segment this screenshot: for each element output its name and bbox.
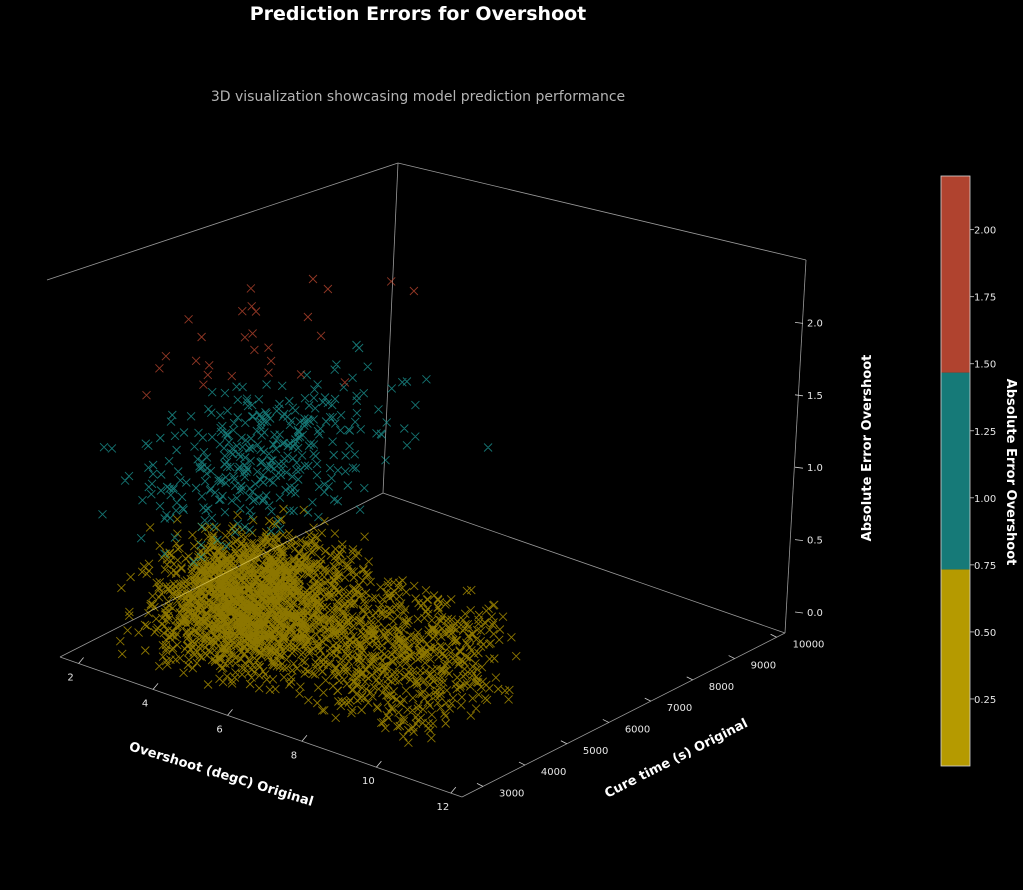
x-tick-label: 8 xyxy=(291,750,297,761)
colorbar-tick-label: 2.00 xyxy=(974,226,996,237)
x-tick-mark xyxy=(152,683,159,690)
y-tick-label: 10000 xyxy=(793,639,825,650)
colorbar-bin-2 xyxy=(941,176,970,373)
x-axis-label: Overshoot (degC) Original xyxy=(127,739,315,809)
y-tick-mark xyxy=(602,719,609,723)
y-tick-label: 6000 xyxy=(625,724,650,735)
y-tick-mark xyxy=(560,740,568,745)
y-tick-mark xyxy=(728,655,735,659)
y-tick-label: 7000 xyxy=(667,703,692,714)
marker-set-medium-error xyxy=(98,340,493,567)
x-tick-label: 10 xyxy=(362,776,375,787)
colorbar-bin-1 xyxy=(941,372,970,570)
colorbar-tick-label: 1.00 xyxy=(974,494,996,505)
colorbar-tick-label: 0.25 xyxy=(974,695,996,706)
x-tick-mark xyxy=(450,786,457,794)
colorbar-frame xyxy=(940,175,971,767)
y-tick-label: 4000 xyxy=(541,767,566,778)
z-tick-mark xyxy=(794,611,804,614)
marker-set-low-error-core xyxy=(115,504,521,748)
y-tick-label: 3000 xyxy=(499,788,524,799)
x-tick-label: 4 xyxy=(142,698,148,709)
series-high-error xyxy=(142,274,419,400)
x-tick-mark xyxy=(301,735,308,742)
z-tick-label: 2.0 xyxy=(807,318,823,329)
pane-edge-5 xyxy=(784,259,807,634)
colorbar: 0.25 0.50 0.75 1.00 1.25 1.50 1.75 2.00 xyxy=(940,175,996,767)
z-tick-mark xyxy=(794,394,804,397)
scatter-points xyxy=(98,274,521,748)
z-tick-mark xyxy=(794,466,804,469)
axes-ticks: 2 4 6 8 10 12 3000 4000 5000 6000 7000 8000 9000 1000… xyxy=(67,318,824,813)
x-tick-mark xyxy=(227,709,233,716)
y-tick-mark xyxy=(644,697,651,702)
z-tick-label: 0.0 xyxy=(807,608,823,619)
y-tick-mark xyxy=(476,782,484,787)
z-tick-mark xyxy=(794,322,804,324)
y-tick-label: 9000 xyxy=(751,661,776,672)
pane-edge-0 xyxy=(59,492,384,658)
z-tick-mark xyxy=(794,539,804,541)
marker-set-high-error xyxy=(142,274,419,400)
colorbar-tick-label: 1.25 xyxy=(974,427,996,438)
pane-edge-2 xyxy=(59,656,463,798)
colorbar-tick-label: 0.75 xyxy=(974,561,996,572)
z-axis-label: Absolute Error Overshoot xyxy=(860,355,875,542)
z-tick-label: 1.0 xyxy=(807,463,823,474)
z-tick-label: 1.5 xyxy=(807,391,823,402)
colorbar-label: Absolute Error Overshoot xyxy=(1003,379,1018,566)
pane-edge-6 xyxy=(46,162,399,281)
pane-edge-1 xyxy=(382,492,786,634)
x-tick-label: 6 xyxy=(216,724,222,735)
pane-edge-4 xyxy=(382,162,399,494)
y-tick-label: 8000 xyxy=(709,682,734,693)
pane-edge-7 xyxy=(397,162,807,261)
colorbar-tick-label: 1.75 xyxy=(974,293,996,304)
x-tick-mark xyxy=(376,760,382,768)
series-low-error-core xyxy=(115,504,521,748)
y-tick-mark xyxy=(770,633,777,638)
axes-panes xyxy=(46,162,807,798)
x-tick-label: 2 xyxy=(67,672,73,683)
series-medium-error xyxy=(98,340,493,567)
x-tick-mark xyxy=(78,657,84,664)
colorbar-tick-label: 0.50 xyxy=(974,628,996,639)
z-tick-label: 0.5 xyxy=(807,536,823,547)
y-tick-label: 5000 xyxy=(583,746,608,757)
chart-subtitle: 3D visualization showcasing model predic… xyxy=(211,89,625,105)
pane-edge-3 xyxy=(461,632,786,798)
colorbar-bin-0 xyxy=(941,569,970,766)
chart-title: Prediction Errors for Overshoot xyxy=(250,3,587,25)
colorbar-tick-label: 1.50 xyxy=(974,360,996,371)
x-tick-label: 12 xyxy=(436,802,449,813)
y-tick-mark xyxy=(518,761,526,766)
y-tick-mark xyxy=(686,676,693,681)
